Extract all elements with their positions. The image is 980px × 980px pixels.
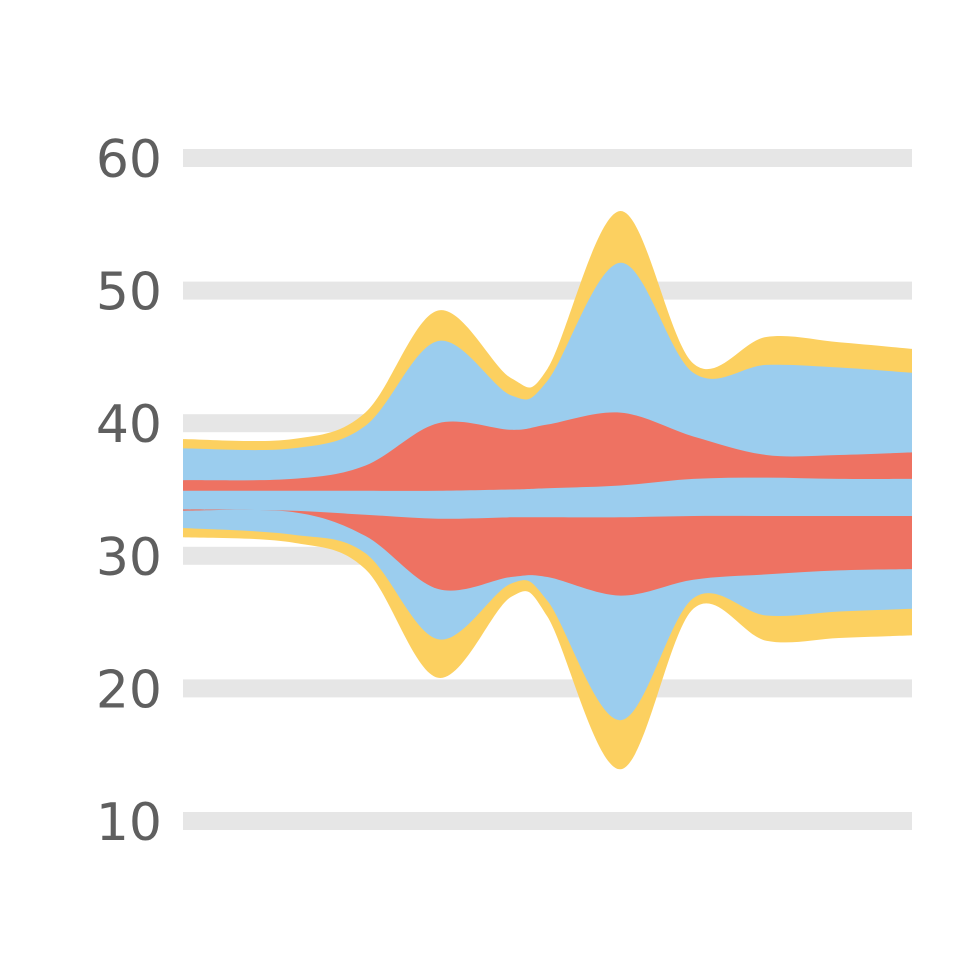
- gridline-10: [183, 812, 912, 830]
- stream-layer-4: [183, 477, 912, 519]
- stream-layers: [183, 210, 912, 770]
- gridline-20: [183, 679, 912, 698]
- y-tick-label-10: 10: [96, 793, 162, 853]
- y-tick-label-20: 20: [96, 660, 162, 720]
- gridline-60: [183, 149, 912, 167]
- y-tick-label-50: 50: [96, 263, 162, 323]
- y-tick-label-60: 60: [96, 130, 162, 190]
- y-tick-label-40: 40: [96, 395, 162, 455]
- y-tick-label-30: 30: [96, 528, 162, 588]
- y-axis-tick-labels: 60 50 40 30 20 10: [96, 130, 162, 853]
- gridline-50: [183, 281, 912, 300]
